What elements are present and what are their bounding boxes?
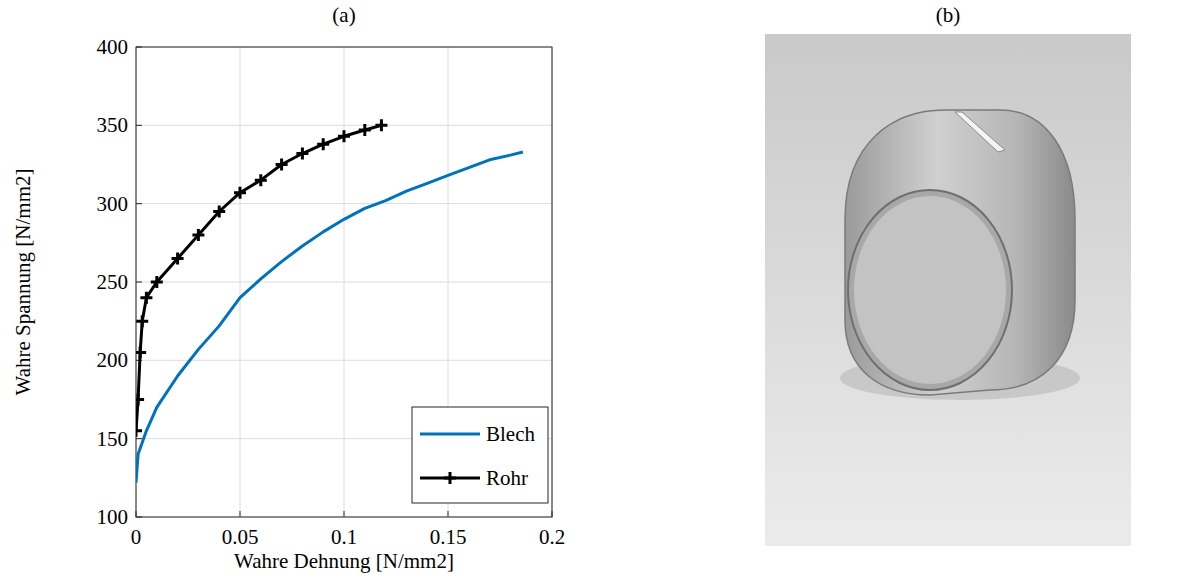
series-line: [136, 152, 523, 483]
photo-tube: [840, 110, 1080, 400]
y-grid-line: [136, 125, 552, 126]
tube-opening: [848, 190, 1012, 390]
series-marker: [317, 138, 329, 150]
y-tick: [136, 282, 142, 283]
y-grid-line: [136, 203, 552, 204]
series-marker: [338, 130, 350, 142]
x-tick-label: 0: [131, 525, 142, 549]
series-marker: [375, 119, 387, 131]
x-tick-label: 0.15: [430, 525, 467, 549]
x-tick-label: 0.05: [222, 525, 259, 549]
y-tick-label: 150: [97, 427, 129, 451]
legend-swatch: [420, 433, 480, 436]
x-tick: [240, 511, 241, 517]
panel-title: (b): [936, 3, 961, 27]
series-marker: [151, 276, 163, 288]
photo-background: [765, 34, 1131, 546]
legend-marker: [444, 472, 456, 484]
tube-slit: [955, 112, 1005, 152]
figure: 0 0.05 0.1 0.15 0.2 100 150 200 250 300 350 400 Blec…: [0, 0, 1195, 578]
y-grid-line: [136, 282, 552, 283]
series-marker: [359, 124, 371, 136]
series-marker: [136, 347, 146, 359]
series-marker: [136, 394, 144, 406]
y-tick-label: 100: [97, 505, 129, 529]
x-tick: [448, 511, 449, 517]
series-marker: [192, 229, 204, 241]
x-tick-label: 0.1: [331, 525, 357, 549]
legend-label: Rohr: [486, 466, 528, 490]
panel-title: (a): [332, 3, 355, 27]
plot-frame: [136, 47, 552, 517]
x-axis-title: Wahre Dehnung [N/mm2]: [234, 549, 454, 573]
y-tick-label: 350: [97, 113, 129, 137]
series-marker: [276, 159, 288, 171]
y-tick-label: 250: [97, 270, 129, 294]
series-marker: [140, 292, 152, 304]
series-line: [136, 125, 381, 431]
y-tick: [136, 125, 142, 126]
y-tick-label: 400: [97, 35, 129, 59]
y-tick-label: 200: [97, 348, 129, 372]
series-marker: [234, 187, 246, 199]
plot-background: [136, 47, 552, 517]
series-marker: [172, 253, 184, 265]
tube-inner: [854, 196, 1006, 384]
y-tick-label: 300: [97, 192, 129, 216]
series-marker: [296, 148, 308, 160]
legend-box: [412, 407, 548, 503]
y-tick: [136, 203, 142, 204]
series-marker: [213, 206, 225, 218]
y-axis-title: Wahre Spannung [N/mm2]: [11, 169, 35, 396]
y-tick: [136, 438, 142, 439]
tube-body: [845, 110, 1075, 395]
legend-label: Blech: [486, 422, 535, 446]
series-marker: [136, 425, 142, 437]
series-marker: [255, 174, 267, 186]
series-marker: [136, 315, 148, 327]
x-tick: [344, 511, 345, 517]
y-grid-line: [136, 360, 552, 361]
legend: Blech Rohr: [412, 407, 548, 503]
x-tick-label: 0.2: [539, 525, 565, 549]
